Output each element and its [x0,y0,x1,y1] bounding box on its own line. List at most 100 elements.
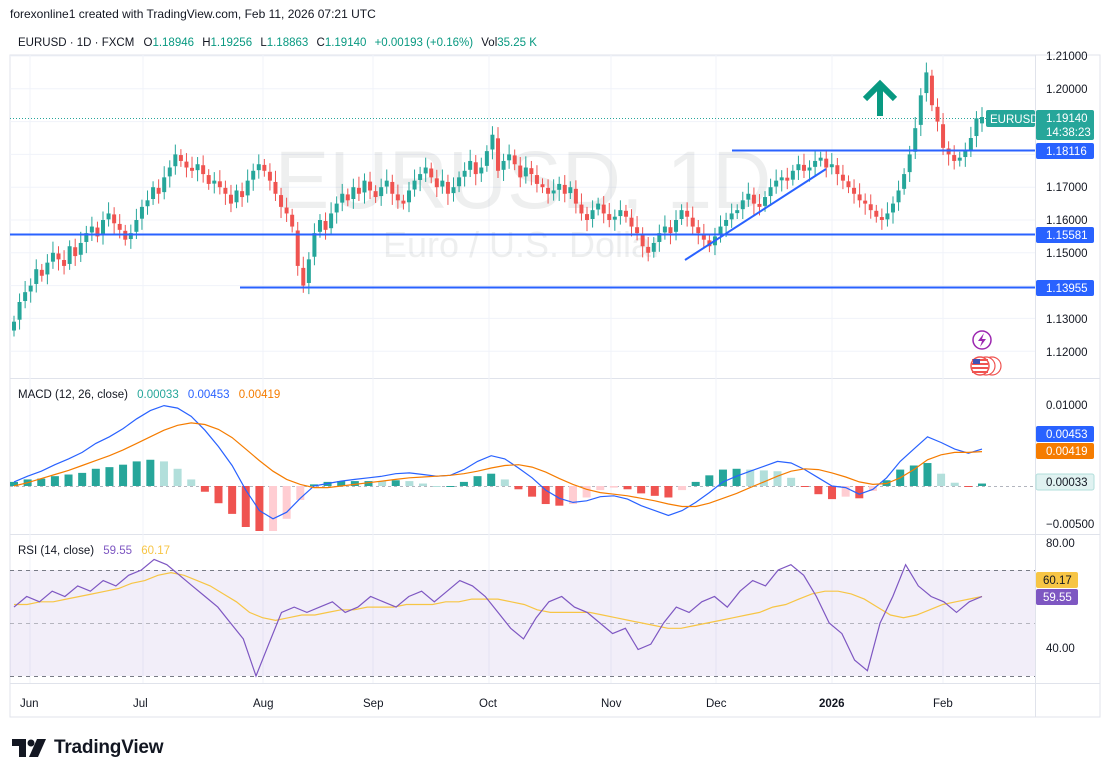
candle [434,169,439,198]
low-value: 1.18863 [267,37,309,49]
candle [596,197,601,216]
candle [84,225,89,254]
open-value: 1.18946 [152,37,194,49]
price-pane[interactable] [10,62,1035,337]
candle [379,178,384,206]
candle [295,221,300,276]
trend-line[interactable] [684,168,827,261]
tradingview-logo[interactable]: TradingView [12,737,164,759]
macd-histogram-bar [405,481,414,486]
candle [573,180,578,214]
macd-histogram-bar [759,470,768,486]
svg-text:0.00453: 0.00453 [1046,429,1088,441]
macd-hist-label: 0.00033 [1035,473,1095,491]
macd-histogram-bar [678,486,687,491]
macd-value: 0.00453 [188,389,230,401]
macd-histogram-bar [923,463,932,486]
rsi-value: 59.55 [103,545,132,557]
last-price-label: 1.19140 14:38:23 [1036,110,1094,140]
rsi-pane[interactable] [10,558,1035,678]
candle [957,151,962,167]
lightning-icon[interactable] [972,330,992,350]
macd-tick: −0.00500 [1046,519,1094,531]
candle [28,278,33,303]
macd-histogram-bar [773,471,782,486]
time-tick: Jul [133,698,148,710]
symbol-price-label: EURUSD [986,110,1039,127]
candle [946,141,951,166]
macd-histogram-bar [787,477,796,486]
candle [50,241,55,269]
macd-histogram [10,459,986,531]
signal-value-label: 0.00419 [1036,443,1094,459]
up-arrow-icon [862,79,898,116]
candle [729,203,734,228]
macd-histogram-bar [937,473,946,486]
candle [445,174,450,205]
macd-histogram-bar [541,486,550,505]
candle [484,145,489,172]
macd-histogram-bar [64,474,73,486]
candle [813,151,818,176]
candle [217,170,222,195]
candle [329,202,334,236]
macd-histogram-bar [391,480,400,486]
candle [234,184,239,209]
macd-histogram-bar [623,486,632,490]
candle [807,160,812,182]
level-label-1.15581: 1.15581 [1036,227,1094,243]
candle [523,156,528,184]
candle [585,206,590,232]
candle [590,200,595,228]
candle [662,215,667,240]
candle [496,127,500,179]
candle [629,209,634,237]
candle [290,208,295,233]
price-tick: 1.21000 [1046,51,1088,63]
macd-histogram-bar [187,479,196,486]
macd-histogram-bar [78,472,87,486]
candle [551,179,556,201]
candle [512,149,517,171]
close-value: 1.19140 [325,37,367,49]
time-tick: Feb [933,698,953,710]
candle [212,172,217,194]
tradingview-wordmark: TradingView [54,737,164,758]
macd-histogram-bar [269,486,278,531]
price-tick: 1.13000 [1046,314,1088,326]
macd-pane[interactable] [10,404,1035,536]
macd-histogram-bar [637,486,646,494]
candle [201,155,206,183]
grid-lines [10,55,1035,683]
macd-histogram-bar [337,481,346,486]
candle [618,200,623,225]
change-value: +0.00193 (+0.16%) [375,37,474,49]
candle [23,281,28,309]
macd-histogram-bar [664,486,673,498]
macd-histogram-bar [132,461,141,486]
tradingview-logo-icon [12,739,46,757]
macd-histogram-bar [10,481,18,486]
candle [451,177,456,202]
us-flag-icon[interactable] [970,356,1002,376]
time-axis[interactable]: Jun Jul Aug Sep Oct Nov Dec 2026 Feb [20,698,953,710]
candle [735,204,740,220]
candle [362,173,367,204]
macd-histogram-bar [214,486,223,504]
candle [473,155,478,186]
svg-text:0.00033: 0.00033 [1046,477,1088,489]
candle [490,126,495,160]
candle [790,164,795,186]
candle [106,202,111,227]
candle [251,163,256,191]
candle [685,202,690,227]
candle [546,179,551,204]
candle [902,168,907,195]
candle [562,175,567,203]
macd-histogram-bar [350,481,359,486]
candle [840,164,845,190]
price-axis[interactable]: 1.21000 1.20000 1.17000 1.16000 1.15000 … [1046,51,1094,655]
candle [668,220,673,245]
macd-histogram-bar [255,486,264,531]
svg-text:0.00419: 0.00419 [1046,446,1088,458]
